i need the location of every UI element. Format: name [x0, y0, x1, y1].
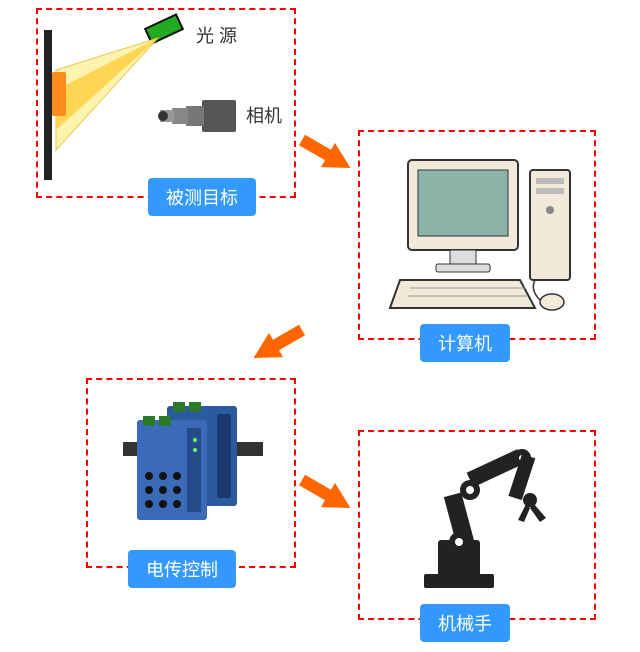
- box-computer: [358, 130, 596, 340]
- robot-arm-icon: [400, 442, 570, 602]
- box-controller: [86, 378, 296, 568]
- label-controller: 电传控制: [128, 550, 236, 588]
- label-robot-arm: 机械手: [420, 604, 510, 642]
- light-label: 光 源: [196, 22, 237, 48]
- label-target: 被测目标: [148, 178, 256, 216]
- target-object-icon: [52, 72, 66, 116]
- computer-icon: [380, 150, 580, 320]
- box-robot-arm: [358, 430, 596, 620]
- controller-icon: [123, 400, 263, 530]
- label-computer: 计算机: [420, 324, 510, 362]
- light-cone-icon: [48, 30, 198, 160]
- camera-label: 相机: [246, 102, 282, 128]
- arrow-3: [302, 480, 362, 540]
- box-target: 光 源 相机: [36, 8, 296, 198]
- arrow-1: [302, 140, 362, 200]
- camera-icon: [158, 96, 238, 136]
- arrow-2: [302, 330, 362, 390]
